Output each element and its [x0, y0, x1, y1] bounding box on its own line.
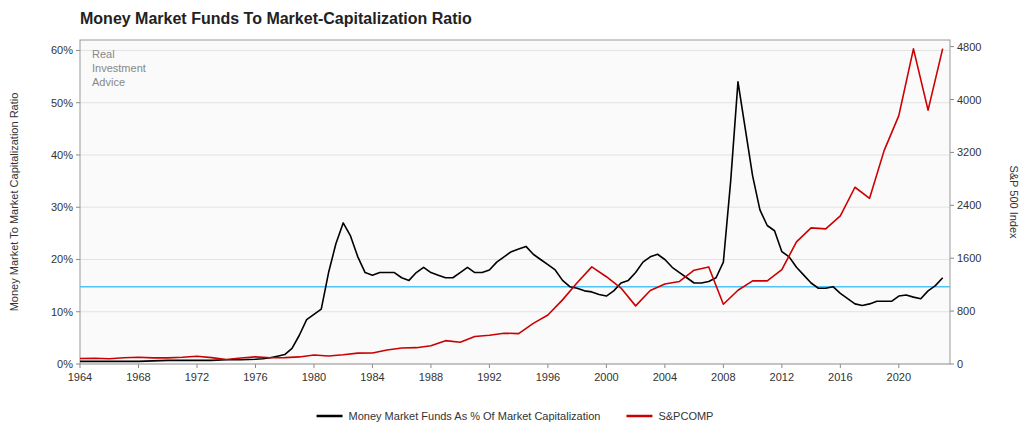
series-line [80, 49, 943, 360]
legend: Money Market Funds As % Of Market Capita… [317, 410, 714, 422]
grid [80, 50, 950, 364]
x-tick-label: 1992 [477, 371, 501, 383]
y-tick [76, 311, 80, 312]
legend-label: S&PCOMP [658, 410, 713, 422]
x-tick [664, 364, 665, 368]
y-axis-label: Money Market To Market Capitalization Ra… [8, 93, 20, 312]
y-tick [76, 207, 80, 208]
x-tick-label: 1980 [302, 371, 326, 383]
grid-line [80, 50, 950, 51]
x-tick [723, 364, 724, 368]
y2-tick-label: 2400 [957, 199, 981, 211]
x-tick [80, 364, 81, 368]
x-tick-label: 1968 [126, 371, 150, 383]
grid-line [80, 259, 950, 260]
x-tick-label: 2004 [653, 371, 677, 383]
x-tick [138, 364, 139, 368]
y2-tick [950, 258, 954, 259]
axes: 0% 10% 20% 30% 40% 50% 60% 0 800 1600 2400 3200 4000… [51, 41, 982, 383]
x-tick [430, 364, 431, 368]
x-tick [255, 364, 256, 368]
x-tick [898, 364, 899, 368]
grid-line [80, 207, 950, 208]
y2-tick-label: 1600 [957, 252, 981, 264]
x-tick [313, 364, 314, 368]
y2-tick [950, 152, 954, 153]
y2-tick [950, 311, 954, 312]
reference-line [80, 286, 950, 288]
x-tick-label: 1984 [360, 371, 384, 383]
y-tick-label: 10% [51, 306, 73, 318]
y-tick-label: 20% [51, 253, 73, 265]
x-tick-label: 1964 [68, 371, 92, 383]
grid-line [80, 154, 950, 155]
x-tick-label: 2008 [711, 371, 735, 383]
data [80, 49, 950, 362]
y2-tick-label: 4800 [957, 41, 981, 53]
x-tick [196, 364, 197, 368]
legend-swatch [626, 415, 652, 418]
x-tick [840, 364, 841, 368]
y2-tick-label: 3200 [957, 146, 981, 158]
plot-area [80, 40, 950, 364]
x-tick [606, 364, 607, 368]
x-tick-label: 2012 [770, 371, 794, 383]
y2-axis-label: S&P 500 Index [1008, 165, 1020, 239]
y-tick [76, 364, 80, 365]
watermark: Investment [92, 62, 146, 74]
series-line [80, 82, 943, 362]
title: Money Market Funds To Market-Capitalizat… [80, 10, 472, 27]
legend-label: Money Market Funds As % Of Market Capita… [349, 410, 601, 422]
y-tick-label: 50% [51, 97, 73, 109]
x-tick-label: 2020 [887, 371, 911, 383]
plot-frame [80, 40, 950, 364]
x-tick-label: 1988 [419, 371, 443, 383]
watermark: Real [92, 48, 115, 60]
y2-tick [950, 99, 954, 100]
x-tick [547, 364, 548, 368]
legend-swatch [317, 415, 343, 418]
y-tick-label: 40% [51, 149, 73, 161]
y2-tick-label: 800 [957, 305, 975, 317]
y2-tick [950, 364, 954, 365]
x-tick [372, 364, 373, 368]
y-tick-label: 30% [51, 201, 73, 213]
y-tick-label: 0% [57, 358, 73, 370]
grid-line [80, 311, 950, 312]
grid-line [80, 102, 950, 103]
y-tick [76, 50, 80, 51]
x-tick-label: 2000 [594, 371, 618, 383]
y2-tick [950, 205, 954, 206]
y2-tick-label: 4000 [957, 94, 981, 106]
y-tick [76, 154, 80, 155]
x-tick-label: 1972 [185, 371, 209, 383]
y2-tick-label: 0 [957, 358, 963, 370]
y2-tick [950, 46, 954, 47]
y-tick [76, 102, 80, 103]
x-tick [489, 364, 490, 368]
x-tick-label: 1976 [243, 371, 267, 383]
watermark: Advice [92, 76, 125, 88]
x-tick-label: 1996 [536, 371, 560, 383]
y-tick [76, 259, 80, 260]
x-tick [781, 364, 782, 368]
chart: 0% 10% 20% 30% 40% 50% 60% 0 800 1600 2400 3200 4000… [0, 0, 1024, 436]
x-tick-label: 2016 [828, 371, 852, 383]
y-tick-label: 60% [51, 44, 73, 56]
